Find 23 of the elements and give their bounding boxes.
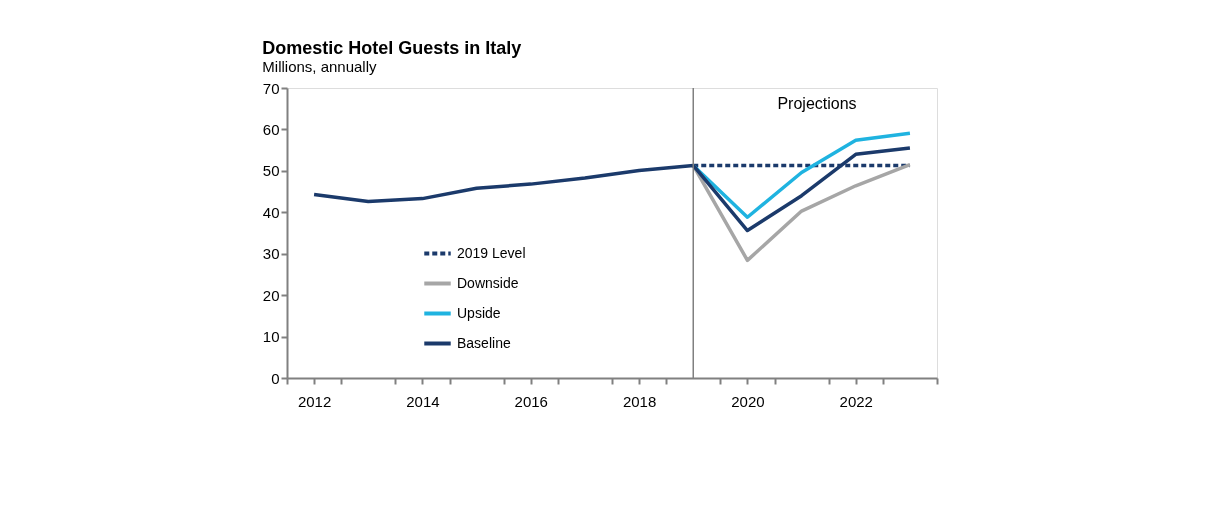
annotation: Projections <box>777 95 857 112</box>
line-series <box>691 162 912 263</box>
legend-label: Baseline <box>457 334 511 351</box>
x-tick-label: 2012 <box>297 392 332 410</box>
y-tick-label: 70 <box>262 79 280 97</box>
x-tick-label: 2020 <box>731 392 765 410</box>
x-tick-label: 2014 <box>406 392 440 410</box>
y-tick-label: 10 <box>262 328 280 346</box>
y-tick-label: 40 <box>262 203 280 221</box>
y-tick-label: 0 <box>271 369 280 387</box>
chart-subtitle: Millions, annually <box>262 58 378 75</box>
y-tick-label: 60 <box>262 120 280 138</box>
chart-title: Domestic Hotel Guests in Italy <box>262 38 522 58</box>
x-tick-label: 2016 <box>514 392 548 410</box>
legend-label: Upside <box>457 304 501 321</box>
x-tick-label: 2022 <box>839 392 873 410</box>
y-tick-label: 50 <box>262 162 280 180</box>
legend-label: 2019 Level <box>457 244 526 261</box>
y-tick-label: 30 <box>262 245 280 263</box>
y-tick-label: 20 <box>262 286 280 304</box>
x-tick-label: 2018 <box>622 392 657 410</box>
legend-label: Downside <box>457 274 519 291</box>
line-series <box>312 146 912 233</box>
